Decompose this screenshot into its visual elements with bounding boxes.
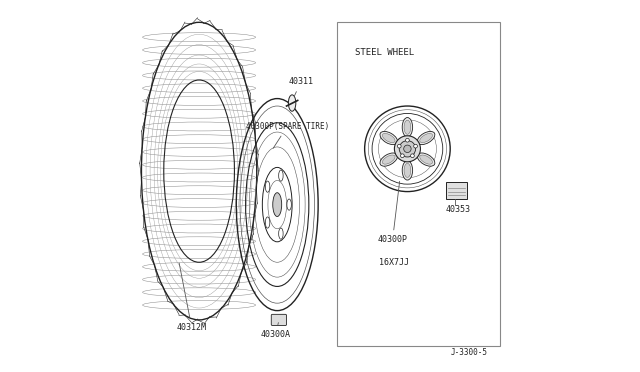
Ellipse shape	[420, 134, 433, 142]
Ellipse shape	[397, 144, 401, 148]
Text: 16X7JJ: 16X7JJ	[380, 258, 410, 267]
Text: STEEL WHEEL: STEEL WHEEL	[355, 48, 415, 57]
Ellipse shape	[380, 131, 397, 145]
Ellipse shape	[399, 141, 415, 157]
Ellipse shape	[289, 95, 296, 111]
Ellipse shape	[417, 131, 435, 145]
Text: 40353: 40353	[446, 205, 471, 214]
Ellipse shape	[394, 136, 420, 162]
Ellipse shape	[287, 199, 291, 210]
Text: 40300A: 40300A	[260, 323, 291, 339]
Text: 40300P: 40300P	[378, 181, 408, 244]
Text: 40311: 40311	[289, 77, 314, 96]
Text: 40312M: 40312M	[177, 263, 207, 332]
Text: 40300P(SPARE TIRE): 40300P(SPARE TIRE)	[246, 122, 329, 148]
Ellipse shape	[401, 154, 404, 158]
Ellipse shape	[404, 163, 411, 177]
Ellipse shape	[278, 228, 283, 239]
Ellipse shape	[406, 138, 410, 142]
Ellipse shape	[382, 155, 395, 164]
Ellipse shape	[420, 155, 433, 164]
Ellipse shape	[402, 118, 413, 137]
Ellipse shape	[413, 144, 417, 148]
Ellipse shape	[380, 153, 397, 166]
Ellipse shape	[417, 153, 435, 166]
Text: J-3300-5: J-3300-5	[451, 348, 488, 357]
Ellipse shape	[266, 181, 270, 192]
Ellipse shape	[382, 134, 395, 142]
Ellipse shape	[273, 193, 282, 217]
Ellipse shape	[411, 154, 414, 158]
FancyBboxPatch shape	[271, 314, 287, 326]
Bar	[337, 22, 500, 346]
Ellipse shape	[404, 145, 411, 153]
Bar	[447, 182, 467, 199]
Ellipse shape	[266, 217, 270, 228]
Ellipse shape	[278, 170, 283, 181]
Ellipse shape	[402, 161, 413, 180]
Ellipse shape	[404, 120, 411, 134]
